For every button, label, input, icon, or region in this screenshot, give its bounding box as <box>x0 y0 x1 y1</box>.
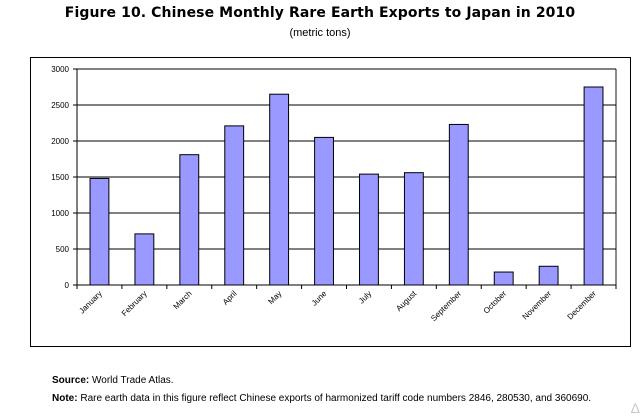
x-tick-label-april: April <box>221 289 239 307</box>
bar-chart: 0 500 1000 1500 2000 2500 3000 January February M… <box>51 65 617 323</box>
source-line: Source: World Trade Atlas. <box>52 375 174 386</box>
x-tick-label-january: January <box>77 289 103 315</box>
bar-june <box>314 136 334 286</box>
chart-title: Figure 10. Chinese Monthly Rare Earth Ex… <box>64 5 576 21</box>
note-label: Note: <box>52 393 78 404</box>
note-line: Note: Rare earth data in this figure ref… <box>52 393 592 404</box>
bar-january <box>89 177 110 286</box>
x-tick-label-march: March <box>172 289 194 311</box>
y-tick-label-2500: 2500 <box>51 101 69 110</box>
bar-february <box>134 233 155 286</box>
bar-august <box>403 172 424 286</box>
x-tick-label-august: August <box>394 289 419 314</box>
bar-march <box>179 154 200 286</box>
x-tick-label-july: July <box>357 289 373 305</box>
bar-october <box>493 271 514 286</box>
y-tick-label-500: 500 <box>56 245 70 254</box>
x-tick-label-december: December <box>565 289 598 322</box>
x-tick-label-november: November <box>521 289 554 322</box>
chart-frame: 0 500 1000 1500 2000 2500 3000 January February M… <box>30 57 631 347</box>
chart-subtitle: (metric tons) <box>289 27 351 39</box>
bar-november <box>538 265 559 286</box>
bar-may <box>269 93 290 286</box>
bar-july <box>359 173 379 286</box>
x-tick-label-october: October <box>482 289 509 316</box>
y-tick-label-3000: 3000 <box>51 65 69 74</box>
bar-september <box>448 123 469 286</box>
y-tick-label-0: 0 <box>65 281 70 290</box>
source-text: World Trade Atlas. <box>92 375 174 386</box>
x-tick-label-september: September <box>429 289 463 323</box>
bar-april <box>224 125 245 286</box>
y-tick-label-1500: 1500 <box>51 173 69 182</box>
watermark-logo: Δ <box>630 400 640 416</box>
x-tick-label-june: June <box>310 289 329 308</box>
y-tick-label-1000: 1000 <box>51 209 69 218</box>
y-tick-label-2000: 2000 <box>51 137 69 146</box>
x-tick-label-may: May <box>266 289 283 306</box>
note-text: Rare earth data in this figure reflect C… <box>80 393 592 404</box>
source-label: Source: <box>52 375 90 386</box>
x-tick-label-february: February <box>120 289 149 318</box>
bar-december <box>583 86 604 286</box>
